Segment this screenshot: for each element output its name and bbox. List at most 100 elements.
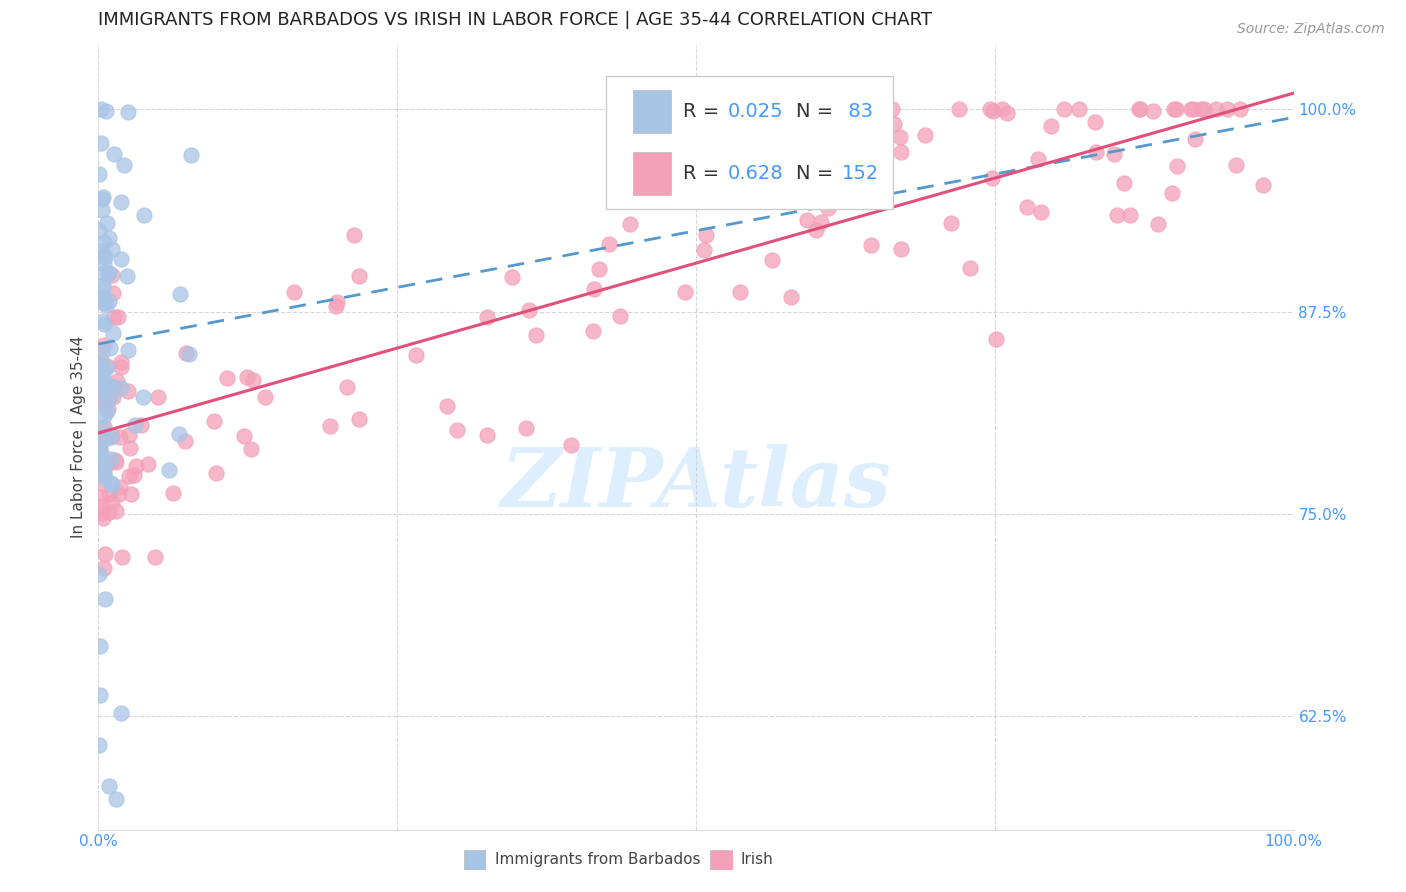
Point xyxy=(103,310,125,324)
Point xyxy=(90,506,112,520)
Point xyxy=(93,467,115,482)
Point xyxy=(91,476,114,491)
Point xyxy=(730,151,752,165)
Point xyxy=(627,166,650,180)
Point xyxy=(91,314,114,328)
Point xyxy=(108,430,131,444)
Text: N =: N = xyxy=(796,103,839,121)
Point xyxy=(1160,186,1182,200)
Point xyxy=(588,262,610,277)
Point xyxy=(215,371,238,385)
Point xyxy=(1031,205,1053,219)
Point xyxy=(817,201,839,215)
Point xyxy=(1053,103,1076,117)
Text: IMMIGRANTS FROM BARBADOS VS IRISH IN LABOR FORCE | AGE 35-44 CORRELATION CHART: IMMIGRANTS FROM BARBADOS VS IRISH IN LAB… xyxy=(98,12,932,29)
Point xyxy=(283,285,305,299)
Point xyxy=(105,374,128,388)
Point xyxy=(122,468,145,483)
Point xyxy=(1229,103,1251,117)
Point xyxy=(90,202,112,217)
Point xyxy=(132,208,155,222)
Point xyxy=(97,266,120,280)
FancyBboxPatch shape xyxy=(606,76,893,210)
Point xyxy=(120,487,142,501)
Point xyxy=(143,549,166,564)
Point xyxy=(755,164,778,178)
Point xyxy=(167,427,190,442)
Point xyxy=(90,374,112,388)
Point xyxy=(89,394,111,409)
Point xyxy=(94,385,117,400)
Point xyxy=(90,446,112,460)
Y-axis label: In Labor Force | Age 35-44: In Labor Force | Age 35-44 xyxy=(72,336,87,538)
Point xyxy=(868,103,890,117)
Text: Source: ZipAtlas.com: Source: ZipAtlas.com xyxy=(1237,22,1385,37)
Point xyxy=(1147,218,1170,232)
Point xyxy=(673,285,696,300)
Point xyxy=(98,390,121,404)
Point xyxy=(90,136,112,151)
Point xyxy=(1015,200,1038,214)
Point xyxy=(89,458,111,472)
Point xyxy=(94,250,117,264)
Point xyxy=(110,194,132,209)
Point xyxy=(115,269,138,284)
Point xyxy=(93,317,115,331)
Point xyxy=(835,149,858,163)
Point xyxy=(981,103,1004,118)
Point xyxy=(790,189,813,203)
Point xyxy=(1166,159,1188,173)
Point xyxy=(889,130,911,145)
Point xyxy=(995,106,1018,120)
Point xyxy=(477,310,499,325)
Point xyxy=(347,412,370,426)
Point xyxy=(93,267,115,281)
Point xyxy=(91,499,114,513)
Point xyxy=(405,348,427,362)
Point xyxy=(117,343,139,358)
Point xyxy=(728,285,751,299)
Point xyxy=(981,170,1004,185)
Point xyxy=(87,167,110,181)
Point xyxy=(349,269,371,284)
Point xyxy=(91,366,114,380)
FancyBboxPatch shape xyxy=(633,90,671,133)
Point xyxy=(342,228,364,243)
Point xyxy=(98,487,121,501)
Point xyxy=(91,510,114,524)
Point xyxy=(87,292,110,306)
Point xyxy=(169,287,191,301)
Point xyxy=(107,310,129,325)
Point xyxy=(1189,103,1212,117)
Point xyxy=(880,103,903,117)
Point xyxy=(89,566,111,581)
Text: 0.025: 0.025 xyxy=(728,103,785,121)
Point xyxy=(118,469,141,483)
Point xyxy=(91,193,114,207)
Point xyxy=(98,230,121,244)
Point xyxy=(103,147,125,161)
Point xyxy=(232,429,254,443)
Point xyxy=(94,432,117,446)
Point xyxy=(101,495,124,509)
Point xyxy=(103,286,125,301)
Point xyxy=(89,430,111,444)
Point xyxy=(1105,208,1128,222)
Point xyxy=(101,268,124,283)
Point xyxy=(959,260,981,275)
Point xyxy=(108,486,131,500)
Point xyxy=(1225,158,1247,172)
Point xyxy=(174,346,197,360)
Point xyxy=(157,463,180,477)
Point xyxy=(253,390,276,404)
Point xyxy=(93,409,115,423)
Point xyxy=(699,187,721,202)
Point xyxy=(93,235,115,249)
Point xyxy=(94,592,117,607)
Point xyxy=(96,404,118,418)
Text: R =: R = xyxy=(683,164,725,183)
Point xyxy=(110,706,132,721)
Point xyxy=(91,370,114,384)
Point xyxy=(1084,145,1107,160)
Point xyxy=(780,290,803,304)
